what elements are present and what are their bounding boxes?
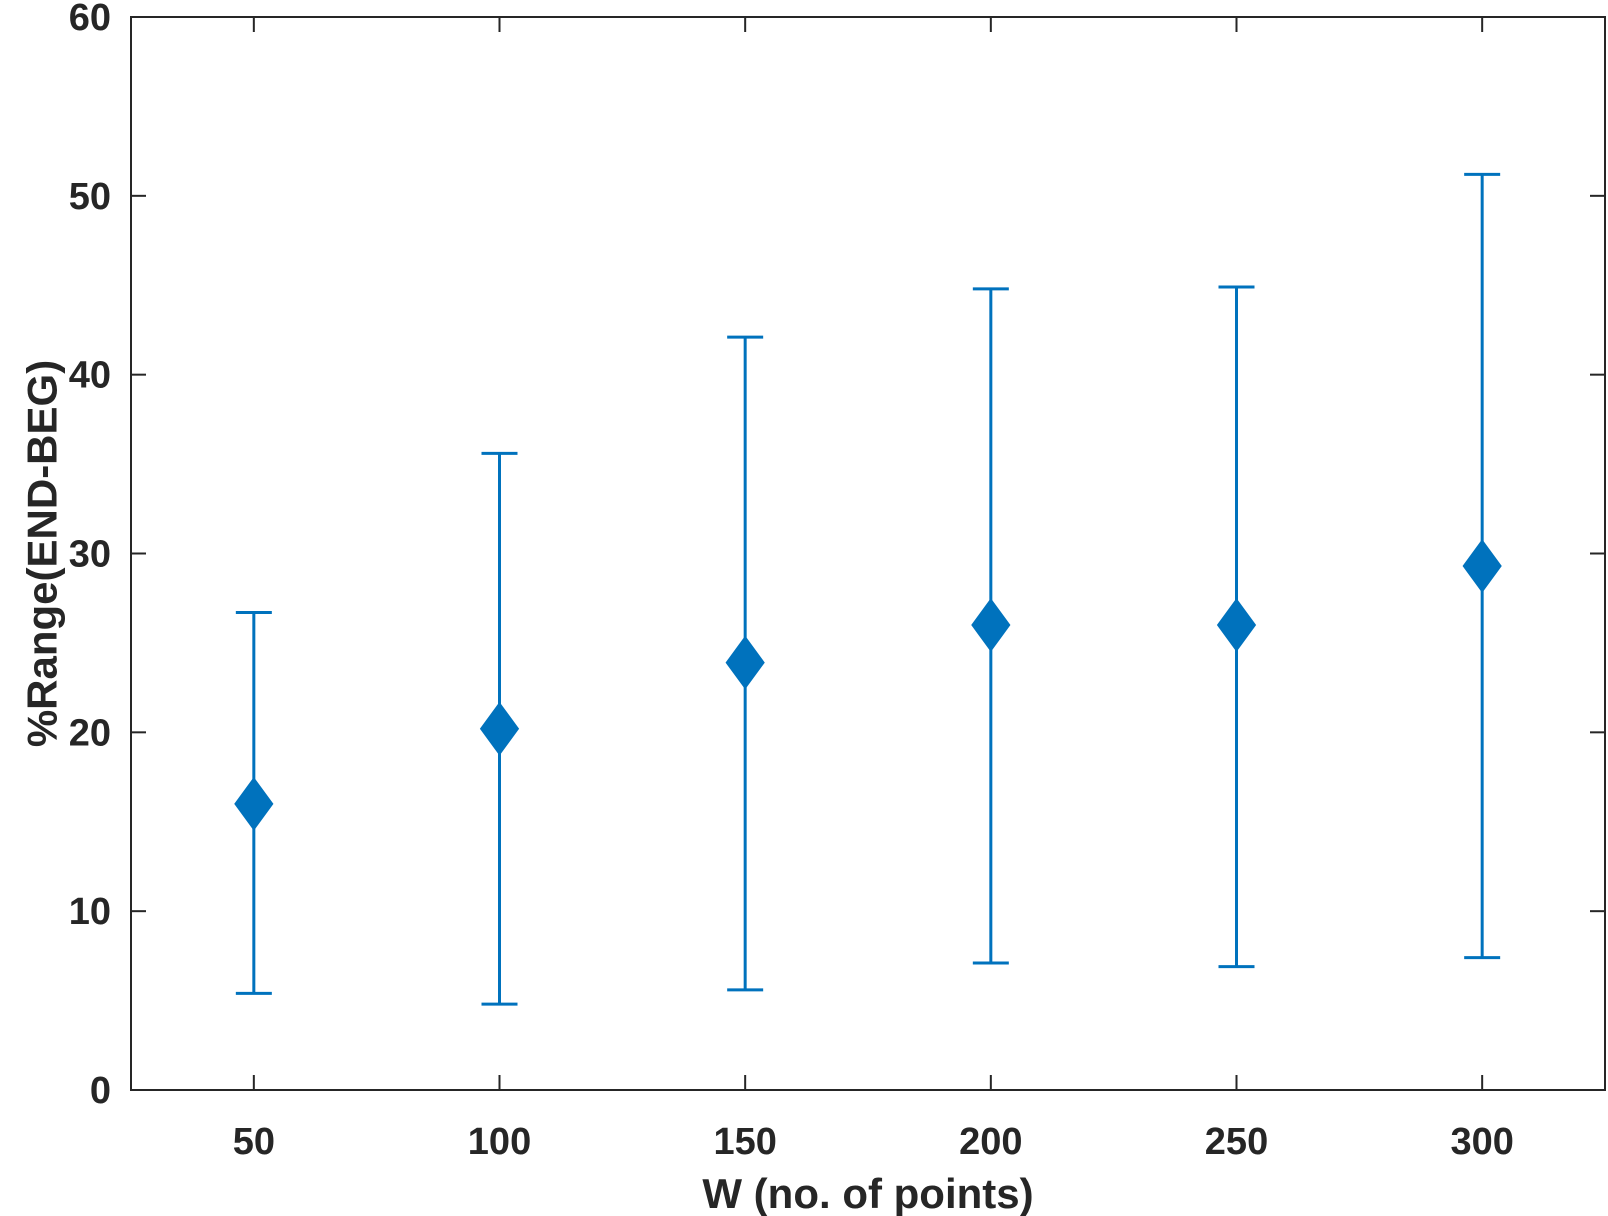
y-tick-label: 50 (69, 176, 111, 218)
x-axis-title: W (no. of points) (702, 1170, 1033, 1216)
x-tick-label: 100 (468, 1121, 531, 1163)
y-axis-title: %Range(END-BEG) (19, 360, 66, 747)
x-tick-label: 250 (1205, 1121, 1268, 1163)
axis-ticks (131, 16, 1605, 1091)
plot-area (130, 16, 1606, 1091)
data-marks (234, 172, 1502, 1006)
y-tick-label: 20 (69, 712, 111, 754)
x-tick-label: 150 (713, 1121, 776, 1163)
data-point (479, 701, 520, 756)
y-tick-label: 0 (90, 1070, 111, 1112)
data-point (234, 777, 274, 831)
data-point (1462, 539, 1502, 593)
data-point (971, 598, 1011, 652)
data-point (725, 635, 765, 690)
x-tick-label: 200 (959, 1121, 1022, 1163)
y-tick-label: 30 (69, 534, 111, 576)
y-tick-label: 40 (69, 355, 111, 397)
x-tick-label: 300 (1450, 1121, 1513, 1163)
y-tick-label: 60 (69, 0, 111, 39)
data-point (1216, 598, 1257, 652)
tick-labels: 0 10 20 30 40 50 60 50 100 150 200 250 300 (69, 0, 1514, 1163)
y-tick-label: 10 (69, 891, 111, 933)
x-tick-label: 50 (233, 1121, 275, 1163)
